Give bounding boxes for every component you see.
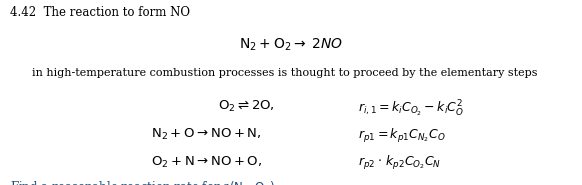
Text: Find a reasonable reaction rate for $r\,(\mathrm{N_2, O_2})$.: Find a reasonable reaction rate for $r\,…: [10, 180, 279, 185]
Text: $\mathrm{O_2 + N \rightarrow NO + O,}$: $\mathrm{O_2 + N \rightarrow NO + O,}$: [151, 154, 262, 170]
Text: $\mathrm{N_2 + O_2 \rightarrow}\; \mathit{2NO}$: $\mathrm{N_2 + O_2 \rightarrow}\; \mathi…: [239, 37, 343, 53]
Text: $r_{p2}\; {\cdot}\; k_{p2} C_{O_2} C_N$: $r_{p2}\; {\cdot}\; k_{p2} C_{O_2} C_N$: [358, 154, 441, 172]
Text: $r_{i,1} = k_i C_{O_2} - k_i C_O^2$: $r_{i,1} = k_i C_{O_2} - k_i C_O^2$: [358, 99, 464, 119]
Text: $\mathrm{N_2 + O \rightarrow NO + N,}$: $\mathrm{N_2 + O \rightarrow NO + N,}$: [151, 127, 262, 142]
Text: in high-temperature combustion processes is thought to proceed by the elementary: in high-temperature combustion processes…: [32, 68, 538, 78]
Text: $\mathrm{O_2 \rightleftharpoons 2O,}$: $\mathrm{O_2 \rightleftharpoons 2O,}$: [218, 99, 275, 114]
Text: 4.42  The reaction to form NO: 4.42 The reaction to form NO: [10, 6, 190, 18]
Text: $r_{p1} = k_{p1} C_{N_2} C_O$: $r_{p1} = k_{p1} C_{N_2} C_O$: [358, 127, 446, 145]
